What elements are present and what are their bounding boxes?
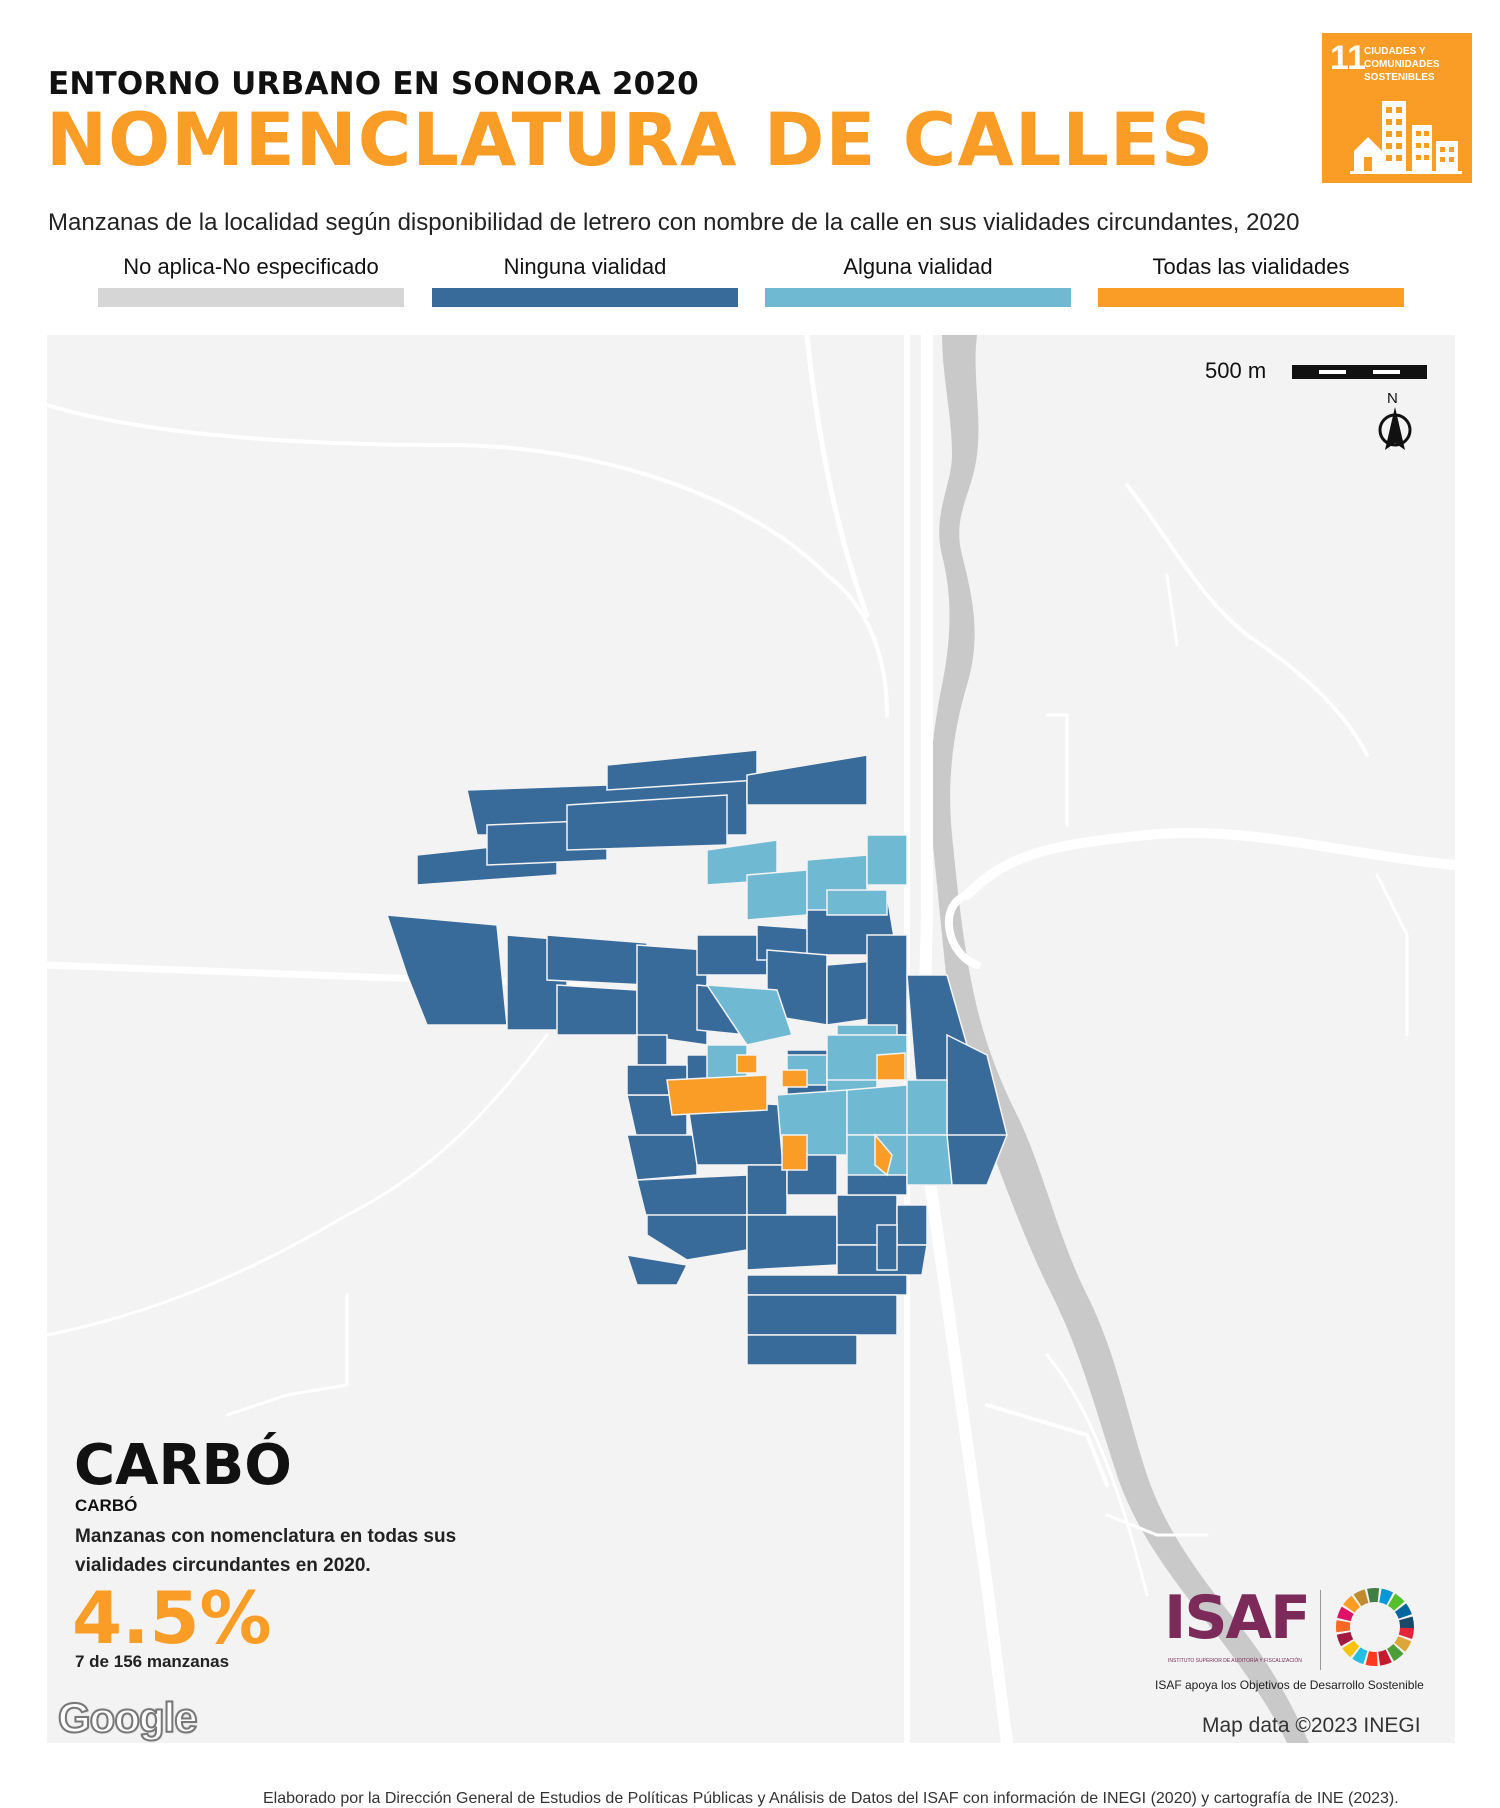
block bbox=[906, 1079, 948, 1136]
legend-label: Ninguna vialidad bbox=[503, 254, 667, 279]
sdg-number: 11 bbox=[1330, 39, 1366, 77]
road-east-branch bbox=[1045, 573, 1409, 1037]
blocks-todas bbox=[666, 1052, 906, 1177]
block bbox=[866, 934, 908, 1036]
road-east-north bbox=[1125, 483, 1369, 757]
city-buildings-icon bbox=[1350, 101, 1462, 174]
stat-count: 7 de 156 manzanas bbox=[75, 1652, 230, 1671]
isaf-logo: ISAF bbox=[1164, 1583, 1311, 1653]
legend-swatch bbox=[432, 288, 738, 307]
blocks-alguna bbox=[705, 834, 953, 1186]
road-west bbox=[47, 961, 591, 987]
block bbox=[746, 1334, 858, 1366]
sdg-goal-text: CIUDADES Y COMUNIDADES SOSTENIBLES bbox=[1364, 46, 1440, 83]
municipality-name: CARBÓ bbox=[75, 1496, 138, 1515]
block bbox=[636, 1174, 748, 1221]
block bbox=[636, 1034, 668, 1066]
google-logo: Google bbox=[57, 1693, 199, 1742]
road-south-highway-branch bbox=[985, 1403, 1109, 1487]
block bbox=[781, 1069, 808, 1088]
legend-item-todas: Todas las vialidades bbox=[1098, 252, 1404, 307]
legend-label: Todas las vialidades bbox=[1152, 254, 1350, 279]
blocks-ninguna bbox=[385, 749, 1009, 1366]
road-east bbox=[962, 828, 1455, 900]
block bbox=[746, 1274, 908, 1296]
block bbox=[906, 1134, 953, 1186]
stat-description: Manzanas con nomenclatura en todas sus v… bbox=[75, 1526, 457, 1576]
block bbox=[876, 1052, 906, 1081]
block bbox=[556, 984, 638, 1036]
road-south-branch bbox=[225, 1293, 349, 1417]
block bbox=[826, 889, 888, 916]
block bbox=[626, 1134, 698, 1181]
block bbox=[546, 934, 648, 986]
block bbox=[874, 1132, 893, 1177]
road-north bbox=[804, 335, 870, 618]
block bbox=[646, 1214, 748, 1261]
legend-swatch bbox=[765, 288, 1071, 307]
block bbox=[385, 914, 508, 1026]
supertitle: ENTORNO URBANO EN SONORA 2020 bbox=[48, 66, 699, 102]
logo-divider bbox=[1320, 1590, 1321, 1670]
block bbox=[566, 794, 728, 851]
north-label: N bbox=[1387, 390, 1398, 407]
river bbox=[930, 335, 1309, 1743]
stat-percentage: 4.5% bbox=[72, 1576, 272, 1660]
map-canvas[interactable] bbox=[47, 335, 1455, 1743]
north-arrow-icon bbox=[1378, 407, 1412, 450]
road-southeast bbox=[1045, 1353, 1209, 1597]
map-svg bbox=[47, 335, 1455, 1743]
legend-swatch bbox=[98, 288, 404, 307]
sdg-wheel-icon bbox=[1336, 1588, 1414, 1666]
legend-item-ninguna: Ninguna vialidad bbox=[432, 252, 738, 307]
legend-swatch bbox=[1098, 288, 1404, 307]
block bbox=[746, 1164, 788, 1216]
block bbox=[746, 1214, 838, 1271]
road-southwest bbox=[47, 1033, 549, 1337]
road-loop bbox=[945, 891, 981, 969]
block bbox=[876, 1224, 898, 1271]
block bbox=[705, 984, 793, 1046]
footer-credits: Elaborado por la Dirección General de Es… bbox=[263, 1790, 1399, 1807]
scale-label: 500 m bbox=[1205, 358, 1267, 383]
block bbox=[896, 1204, 928, 1246]
block bbox=[781, 1134, 808, 1171]
sdg-11-badge: 11 CIUDADES Y COMUNIDADES SOSTENIBLES bbox=[1322, 33, 1472, 183]
block bbox=[746, 754, 868, 806]
road-northwest bbox=[47, 403, 889, 717]
blocks-layer bbox=[385, 749, 1009, 1366]
legend-label: No aplica-No especificado bbox=[123, 254, 379, 279]
block bbox=[746, 1294, 898, 1336]
block bbox=[846, 1084, 913, 1136]
legend-label: Alguna vialidad bbox=[843, 254, 993, 279]
map-attribution: Map data ©2023 INEGI bbox=[1202, 1714, 1421, 1737]
isaf-tagline: ISAF apoya los Objetivos de Desarrollo S… bbox=[1155, 1678, 1424, 1692]
block bbox=[866, 834, 908, 886]
locality-name: CARBÓ bbox=[74, 1433, 292, 1498]
block bbox=[666, 1074, 768, 1116]
isaf-subtitle: INSTITUTO SUPERIOR DE AUDITORÍA Y FISCAL… bbox=[1168, 1658, 1302, 1664]
block bbox=[736, 1054, 758, 1074]
block bbox=[746, 869, 808, 921]
block bbox=[625, 1254, 689, 1286]
legend-item-alguna: Alguna vialidad bbox=[765, 252, 1071, 307]
page-subtitle: Manzanas de la localidad según disponibi… bbox=[48, 209, 1300, 236]
legend-item-no-aplica: No aplica-No especificado bbox=[98, 252, 404, 307]
page-title: NOMENCLATURA DE CALLES bbox=[46, 98, 1215, 183]
scale-bar bbox=[1292, 365, 1427, 379]
